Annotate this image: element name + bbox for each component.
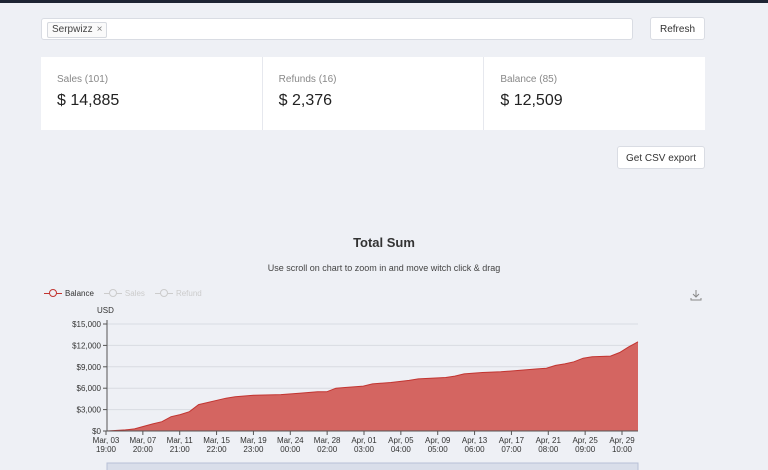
refunds-value: $ 2,376 <box>278 92 333 109</box>
x-tick-label: 20:00 <box>133 445 154 454</box>
legend-sales-label: Sales <box>124 288 145 298</box>
x-tick-label: 08:00 <box>538 445 559 454</box>
balance-card: Balance (85) $ 12,509 <box>484 57 705 130</box>
x-tick-label: 07:00 <box>501 445 522 454</box>
x-tick-label: Mar, 03 <box>93 436 120 445</box>
y-tick-label: $12,000 <box>72 341 101 350</box>
x-tick-label: Mar, 11 <box>167 436 194 445</box>
chart-legend: Balance Sales Refund <box>44 287 202 299</box>
x-tick-label: Mar, 07 <box>130 436 157 445</box>
x-tick-label: 06:00 <box>465 445 486 454</box>
x-tick-label: 03:00 <box>354 445 375 454</box>
legend-balance-label: Balance <box>65 288 94 298</box>
x-tick-label: 19:00 <box>96 445 117 454</box>
project-filter-input[interactable]: Serpwizz × <box>41 18 633 40</box>
x-tick-label: 02:00 <box>317 445 338 454</box>
sales-value: $ 14,885 <box>57 92 120 109</box>
y-tick-label: $6,000 <box>77 384 102 393</box>
chart-title: Total Sum <box>353 235 415 250</box>
x-tick-label: 10:00 <box>612 445 633 454</box>
legend-refund[interactable]: Refund <box>154 287 202 299</box>
x-tick-label: Apr, 09 <box>425 436 451 445</box>
x-tick-label: 09:00 <box>575 445 596 454</box>
balance-line <box>106 341 639 432</box>
x-tick-label: Apr, 05 <box>388 436 414 445</box>
download-icon[interactable] <box>690 289 702 301</box>
refresh-button[interactable]: Refresh <box>650 17 705 40</box>
legend-balance[interactable]: Balance <box>44 287 94 299</box>
sales-card: Sales (101) $ 14,885 <box>41 57 263 130</box>
legend-refund-icon <box>154 288 173 298</box>
balance-value: $ 12,509 <box>500 92 563 109</box>
x-tick-label: Apr, 21 <box>536 436 562 445</box>
legend-sales[interactable]: Sales <box>103 287 145 299</box>
zoom-slider <box>106 462 639 470</box>
y-tick-label: $9,000 <box>77 363 102 372</box>
csv-export-button[interactable]: Get CSV export <box>617 146 705 169</box>
x-tick-label: Apr, 17 <box>499 436 525 445</box>
x-tick-label: Apr, 29 <box>609 436 635 445</box>
x-tick-label: Mar, 19 <box>240 436 267 445</box>
tag-remove-icon[interactable]: × <box>96 24 103 35</box>
filter-tag-label: Serpwizz <box>52 24 93 35</box>
sales-label: Sales (101) <box>57 74 109 85</box>
top-bar <box>0 0 768 3</box>
y-tick-label: $15,000 <box>72 320 101 329</box>
legend-refund-label: Refund <box>175 288 202 298</box>
x-tick-label: Mar, 24 <box>277 436 304 445</box>
legend-sales-icon <box>103 288 122 298</box>
chart-subtitle: Use scroll on chart to zoom in and move … <box>267 263 501 273</box>
legend-balance-icon <box>44 288 62 298</box>
balance-area <box>107 341 638 431</box>
x-tick-label: 04:00 <box>391 445 412 454</box>
x-tick-label: Mar, 15 <box>203 436 230 445</box>
x-tick-label: 00:00 <box>280 445 301 454</box>
total-sum-chart[interactable]: USD $0 $3,000 $6,000 $9,000 $12,000 $15,000 Mar… <box>0 300 768 470</box>
x-tick-label: Apr, 01 <box>351 436 377 445</box>
y-tick-label: $3,000 <box>77 406 102 415</box>
stats-panel: Sales (101) $ 14,885 Refunds (16) $ 2,37… <box>41 57 705 130</box>
refunds-label: Refunds (16) <box>278 74 337 85</box>
y-tick-label: $0 <box>92 427 101 436</box>
balance-label: Balance (85) <box>500 74 558 85</box>
refunds-card: Refunds (16) $ 2,376 <box>263 57 485 130</box>
x-tick-label: Apr, 13 <box>462 436 488 445</box>
y-axis-label: USD <box>97 306 114 315</box>
x-tick-label: Mar, 28 <box>314 436 341 445</box>
x-tick-label: 22:00 <box>207 445 228 454</box>
filter-tag: Serpwizz × <box>47 22 108 38</box>
x-tick-label: Apr, 25 <box>572 436 598 445</box>
x-tick-label: 23:00 <box>243 445 264 454</box>
x-tick-label: 21:00 <box>170 445 191 454</box>
x-tick-label: 05:00 <box>428 445 449 454</box>
